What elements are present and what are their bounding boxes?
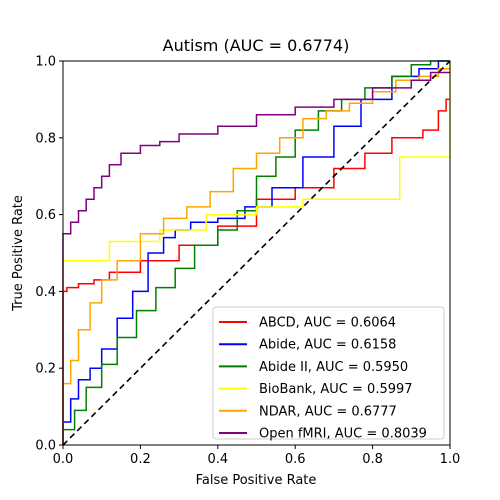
- x-tick-label: 0.4: [207, 452, 228, 467]
- y-tick-label: 0.4: [35, 285, 56, 300]
- legend-label-0: ABCD, AUC = 0.6064: [259, 316, 396, 331]
- y-axis-label: True Positive Rate: [11, 195, 26, 312]
- y-tick-label: 0.0: [35, 439, 56, 454]
- x-tick-label: 0.8: [362, 452, 383, 467]
- x-axis-ticks: 0.0 0.2 0.4 0.6 0.8 1.0: [53, 445, 461, 467]
- y-tick-label: 0.2: [35, 362, 56, 377]
- plot-frame: [62, 60, 451, 446]
- y-tick-label: 0.8: [35, 131, 56, 146]
- series-line-5: [62, 71, 450, 445]
- x-tick-label: 0.6: [285, 452, 306, 467]
- legend-label-1: Abide, AUC = 0.6158: [259, 338, 396, 353]
- legend-label-4: NDAR, AUC = 0.6777: [259, 404, 397, 419]
- x-tick-label: 1.0: [440, 452, 461, 467]
- x-tick-label: 0.0: [53, 452, 74, 467]
- legend-label-3: BioBank, AUC = 0.5997: [259, 382, 413, 397]
- legend-label-2: Abide II, AUC = 0.5950: [259, 360, 408, 375]
- x-axis-label: False Positive Rate: [196, 473, 317, 488]
- series-line-4: [62, 67, 450, 445]
- legend-label-5: Open fMRI, AUC = 0.8039: [259, 427, 427, 442]
- y-tick-label: 0.6: [35, 208, 56, 223]
- series-group: [62, 60, 451, 445]
- y-tick-label: 1.0: [35, 55, 56, 70]
- legend-box: [212, 306, 445, 440]
- series-line-3: [62, 61, 451, 445]
- y-axis-ticks: 0.0 0.2 0.4 0.6 0.8 1.0: [35, 55, 63, 454]
- legend: ABCD, AUC = 0.6064 Abide, AUC = 0.6158 Abi…: [212, 306, 445, 442]
- chart-title: Autism (AUC = 0.6774): [163, 36, 350, 55]
- x-tick-label: 0.2: [130, 452, 151, 467]
- reference-diagonal-line: [62, 60, 451, 446]
